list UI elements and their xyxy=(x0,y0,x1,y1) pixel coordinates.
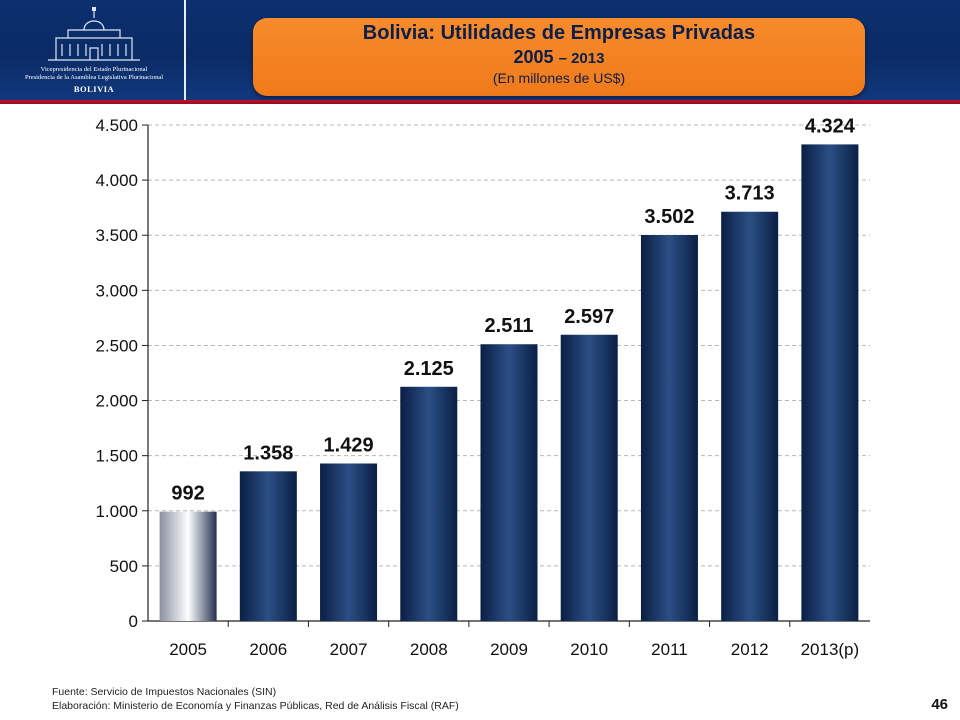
x-tick-label-2008: 2008 xyxy=(410,640,448,659)
institution-logo: Vicepresidencia del Estado Plurinacional… xyxy=(8,4,180,100)
value-label-2006: 1.358 xyxy=(243,442,293,464)
y-tick-label: 4.000 xyxy=(95,171,138,190)
title-box: Bolivia: Utilidades de Empresas Privadas… xyxy=(253,18,865,96)
x-axis-ticks: 2005 2006 2007 2008 2009 2010 2011 2012 2013(p) xyxy=(169,621,859,659)
chart-units: (En millones de US$) xyxy=(492,70,626,86)
bar-chart: 0 500 1.000 1.500 2.000 2.500 3.000 3.500 4.000 4… xyxy=(95,115,870,659)
years-start: 2005 xyxy=(513,47,554,67)
logo-text-bolivia: BOLIVIA xyxy=(73,84,115,94)
x-tick-label-2007: 2007 xyxy=(330,640,368,659)
x-tick-label-2006: 2006 xyxy=(249,640,287,659)
bar-2005 xyxy=(159,511,217,621)
value-label-2013(p): 4.324 xyxy=(805,115,856,137)
bar-2012 xyxy=(721,211,779,622)
value-label-2011: 3.502 xyxy=(644,206,694,228)
y-tick-label: 1.000 xyxy=(95,502,138,521)
y-tick-label: 2.000 xyxy=(95,392,138,411)
x-tick-label-2013(p): 2013(p) xyxy=(801,640,860,659)
y-tick-label: 1.500 xyxy=(95,447,138,466)
bar-2006 xyxy=(239,471,297,621)
value-label-2009: 2.511 xyxy=(485,315,534,337)
value-label-2012: 3.713 xyxy=(725,183,775,205)
logo-text-asamblea: Presidencia de la Asamblea Legislativa P… xyxy=(24,74,164,81)
y-tick-label: 500 xyxy=(110,557,138,576)
chart-years: 2005 – 2013 xyxy=(253,47,865,68)
y-tick-label: 3.500 xyxy=(95,226,138,245)
years-end: – 2013 xyxy=(558,50,605,67)
y-tick-label: 2.500 xyxy=(95,336,138,355)
bar-2011 xyxy=(640,235,698,622)
logo-text-vicepresidencia: Vicepresidencia del Estado Plurinacional xyxy=(40,66,148,73)
x-tick-label-2010: 2010 xyxy=(570,640,608,659)
x-tick-label-2011: 2011 xyxy=(651,640,688,659)
value-labels: 992 1.358 1.429 2.125 2.511 2.597 3.502 3.713 4.… xyxy=(171,115,855,504)
value-label-2008: 2.125 xyxy=(404,358,454,380)
page-number: 46 xyxy=(931,696,948,713)
footer-elaboration: Elaboración: Ministerio de Economía y Fi… xyxy=(52,700,459,712)
value-label-2007: 1.429 xyxy=(324,434,374,456)
y-tick-label: 0 xyxy=(129,612,138,631)
bars xyxy=(159,144,859,622)
header-divider xyxy=(184,0,186,100)
footer-source: Fuente: Servicio de Impuestos Nacionales… xyxy=(52,686,277,698)
x-tick-label-2009: 2009 xyxy=(490,640,528,659)
x-tick-label-2012: 2012 xyxy=(731,640,769,659)
value-label-2010: 2.597 xyxy=(564,306,614,328)
y-tick-label: 4.500 xyxy=(95,116,138,135)
y-tick-label: 3.000 xyxy=(95,281,138,300)
bar-2009 xyxy=(480,344,538,621)
bar-2013(p) xyxy=(801,144,859,621)
bar-2007 xyxy=(320,463,378,621)
x-tick-label-2005: 2005 xyxy=(169,640,207,659)
chart-title: Bolivia: Utilidades de Empresas Privadas xyxy=(362,22,756,44)
bar-2008 xyxy=(400,386,458,621)
building-icon xyxy=(48,7,140,61)
value-label-2005: 992 xyxy=(171,483,204,505)
bar-2010 xyxy=(560,334,618,621)
